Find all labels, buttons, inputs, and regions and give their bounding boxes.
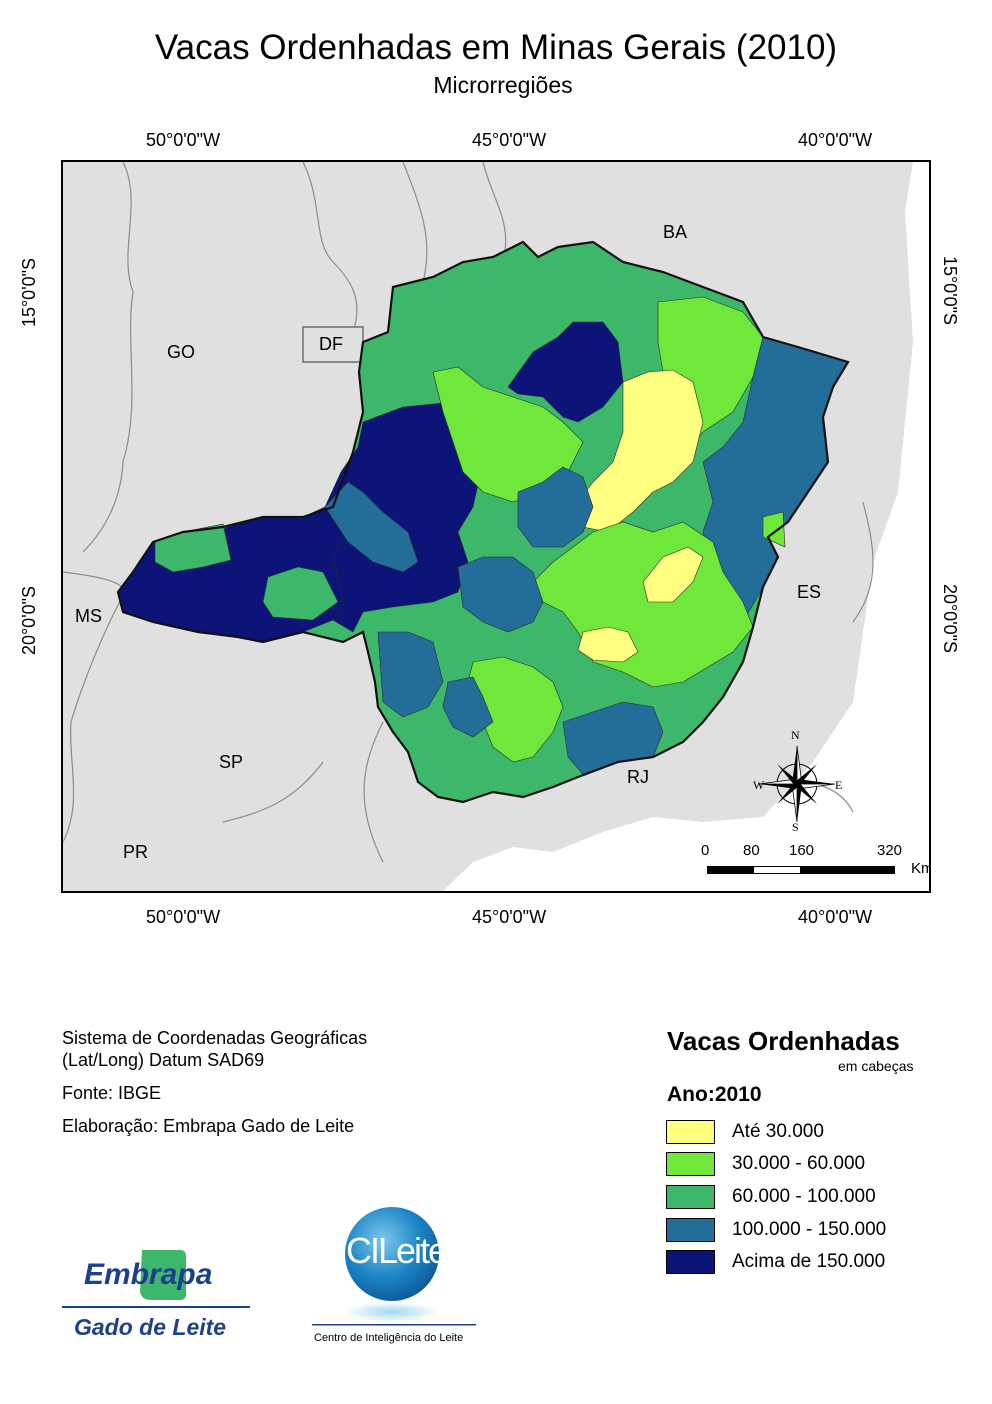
map-canvas — [63, 162, 929, 891]
region-yellow-north — [577, 369, 704, 533]
embrapa-logo-icon — [62, 1250, 250, 1308]
lat-label-left-20s: 20°0'0"S — [19, 585, 40, 656]
state-label-rj: RJ — [627, 767, 649, 787]
region-center-blue — [517, 466, 594, 548]
legend-item-class-1: Até 30.000 — [666, 1120, 966, 1144]
coord-system-line1: Sistema de Coordenadas Geográficas — [62, 1028, 368, 1048]
scale-tick-320: 320 — [877, 842, 903, 859]
cileite-logo: CILeite Centro de Inteligência do Leite — [312, 1206, 476, 1350]
lon-label-top-45w: 45°0'0"W — [472, 130, 547, 150]
region-south-blue — [562, 701, 664, 775]
north-arrow: N S E W — [747, 728, 847, 834]
scale-unit: Km — [911, 860, 929, 877]
scale-tick-80: 80 — [743, 842, 760, 859]
info-source: Fonte: IBGE — [62, 1083, 162, 1103]
minas-gerais-regions — [117, 241, 849, 803]
scale-tick-0: 0 — [701, 842, 710, 859]
legend-item-class-5: Acima de 150.000 — [666, 1250, 966, 1274]
info-author: Elaboração: Embrapa Gado de Leite — [62, 1116, 355, 1136]
compass-e: E — [835, 778, 843, 792]
cileite-wordmark: CILeite — [346, 1230, 448, 1271]
cileite-logo-icon — [312, 1207, 476, 1326]
scale-tick-160: 160 — [789, 842, 815, 859]
compass-rose-icon — [758, 745, 836, 823]
state-label-ms: MS — [75, 606, 102, 626]
lon-label-bottom-50w: 50°0'0"W — [146, 907, 221, 927]
lon-label-top-40w: 40°0'0"W — [798, 130, 873, 150]
region-triangulo-green2 — [262, 566, 339, 621]
compass-w: W — [753, 778, 765, 792]
cileite-subtitle: Centro de Inteligência do Leite — [314, 1332, 464, 1344]
embrapa-subtitle: Gado de Leite — [74, 1314, 227, 1340]
legend-unit: em cabeças — [838, 1058, 914, 1074]
legend-label: 100.000 - 150.000 — [732, 1219, 887, 1240]
legend-item-class-3: 60.000 - 100.000 — [666, 1185, 966, 1209]
legend-year: Ano:2010 — [667, 1083, 762, 1106]
legend-swatch — [666, 1185, 715, 1209]
region-yellow-center — [577, 626, 639, 663]
map-subtitle: Microrregiões — [433, 72, 573, 98]
state-label-df: DF — [319, 334, 343, 354]
coord-system-line2: (Lat/Long) Datum SAD69 — [62, 1050, 265, 1070]
region-yellow-east — [642, 546, 704, 603]
region-south-small-blue — [442, 676, 494, 738]
region-central-south-blue — [457, 556, 544, 633]
region-west-blue — [324, 481, 419, 573]
region-southwest-blue — [377, 631, 444, 718]
state-label-ba: BA — [663, 222, 688, 242]
legend-item-class-2: 30.000 - 60.000 — [666, 1152, 966, 1176]
lat-label-right-15s: 15°0'0"S — [940, 255, 961, 326]
lat-label-left-15s: 15°0'0"S — [19, 257, 40, 328]
legend-swatch — [666, 1250, 715, 1274]
state-label-pr: PR — [123, 842, 149, 862]
lon-label-bottom-40w: 40°0'0"W — [798, 907, 873, 927]
map-title: Vacas Ordenhadas em Minas Gerais (2010) — [154, 28, 838, 67]
legend-swatch — [666, 1152, 715, 1176]
legend-label: 30.000 - 60.000 — [732, 1153, 866, 1174]
ocean — [443, 162, 929, 891]
embrapa-logo: Embrapa Gado de Leite — [62, 1248, 250, 1344]
minas-gerais-border — [116, 240, 850, 804]
state-label-sp: SP — [219, 752, 244, 772]
legend-title: Vacas Ordenhadas — [667, 1026, 900, 1056]
lat-label-right-20s: 20°0'0"S — [940, 583, 961, 654]
legend-swatch — [666, 1120, 715, 1144]
lon-label-top-50w: 50°0'0"W — [146, 130, 221, 150]
compass-s: S — [792, 820, 799, 834]
scale-bar-graphic — [707, 866, 895, 874]
scale-bar: 0 80 160 320 Km — [699, 842, 929, 882]
legend-item-class-4: 100.000 - 150.000 — [666, 1218, 966, 1242]
legend-swatch — [666, 1218, 715, 1242]
lon-label-bottom-45w: 45°0'0"W — [472, 907, 547, 927]
legend-label: Até 30.000 — [732, 1121, 824, 1142]
legend-label: Acima de 150.000 — [732, 1251, 886, 1272]
compass-n: N — [791, 728, 800, 742]
state-label-es: ES — [797, 582, 822, 602]
state-label-go: GO — [167, 342, 196, 362]
embrapa-wordmark: Embrapa — [84, 1258, 213, 1291]
legend-label: 60.000 - 100.000 — [732, 1186, 876, 1207]
map-frame: BA GO DF MS SP ES RJ PR N S E W 0 80 160… — [61, 160, 931, 893]
